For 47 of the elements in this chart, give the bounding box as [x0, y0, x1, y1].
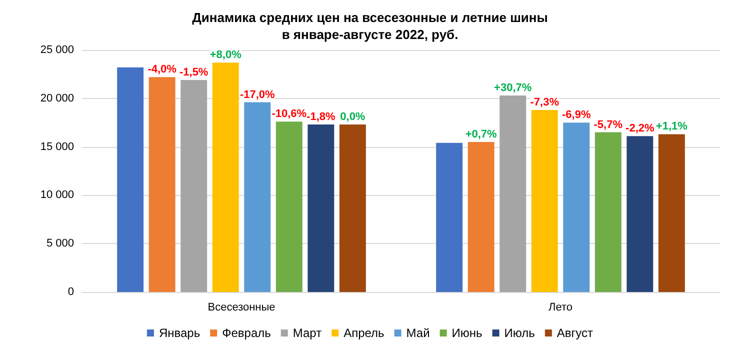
x-tick-label: Всесезонные — [208, 302, 276, 314]
annotation: -6,9% — [562, 109, 591, 122]
annotation: -1,5% — [179, 66, 208, 79]
bar — [436, 142, 463, 292]
legend-label: Август — [556, 326, 594, 340]
annotation: -17,0% — [240, 88, 276, 101]
annotation: -4,0% — [148, 64, 177, 76]
annotation: +1,1% — [656, 120, 688, 133]
bar — [626, 136, 654, 292]
bar — [148, 77, 176, 292]
bar — [563, 122, 590, 292]
legend-label: Январь — [158, 326, 200, 340]
legend-label: Апрель — [344, 326, 384, 340]
bar — [500, 95, 526, 292]
legend-label: Февраль — [222, 326, 271, 340]
legend-label: Июль — [504, 326, 535, 340]
bar — [468, 142, 494, 292]
bar — [117, 67, 144, 292]
bar — [531, 110, 558, 292]
y-tick-label: 20 000 — [40, 92, 74, 104]
annotation: +0,7% — [465, 128, 498, 140]
annotation: +8,0% — [210, 49, 242, 62]
annotation: -5,7% — [594, 118, 623, 131]
y-tick-label: 25 000 — [40, 44, 74, 56]
bar — [339, 124, 366, 292]
bar — [180, 80, 208, 292]
bar — [308, 124, 334, 292]
y-tick-label: 0 — [68, 286, 74, 298]
bar — [658, 134, 685, 292]
annotation: 0,0% — [340, 111, 366, 124]
x-tick-label: Лето — [548, 302, 573, 314]
bar — [594, 132, 622, 292]
legend-label: Июнь — [452, 326, 482, 340]
bar — [276, 122, 302, 292]
y-tick-label: 10 000 — [40, 189, 74, 202]
bar — [244, 102, 271, 292]
y-tick-label: 15 000 — [40, 140, 74, 153]
annotation: -10,6% — [272, 108, 307, 120]
annotation: +30,7% — [494, 82, 532, 94]
bar — [212, 62, 239, 292]
annotation: -7,3% — [530, 96, 560, 109]
y-tick-label: 5 000 — [46, 238, 74, 250]
annotation: -1,8% — [306, 111, 336, 124]
chart-title: Динамика средних цен на всесезонные и летние шины в январе-августе 2022, руб. — [192, 10, 548, 42]
legend-label: Март — [292, 326, 322, 340]
annotation: -2,2% — [626, 122, 654, 135]
legend-label: Май — [406, 326, 430, 340]
